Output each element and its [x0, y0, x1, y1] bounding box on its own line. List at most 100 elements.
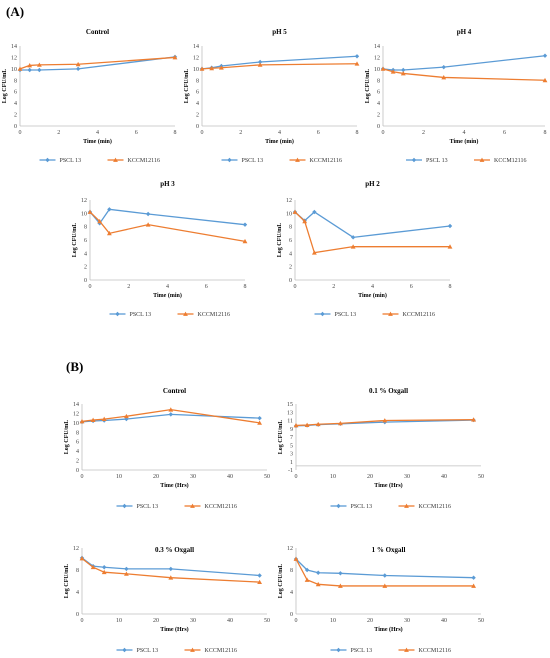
legend-marker: [183, 311, 188, 316]
legend-marker: [113, 157, 118, 162]
y-tick-label: 0: [76, 468, 79, 474]
data-point: [311, 250, 317, 255]
data-point: [471, 583, 476, 588]
chart-0: Control 0 2 4 6 8 10 12 14 0 2 4 6 8 Time (min) Log CFU…: [2, 28, 178, 164]
y-axis-label: Log CFU/mL: [278, 564, 284, 599]
data-point: [315, 581, 321, 587]
data-point: [102, 565, 107, 570]
y-tick-label: 7: [290, 435, 293, 441]
legend-label: KCCM12116: [128, 158, 160, 164]
y-tick-label: 4: [290, 590, 293, 596]
data-point: [90, 564, 96, 570]
legend-label: KCCM12116: [198, 312, 230, 318]
x-axis-label: Time (Hrs): [160, 626, 188, 633]
data-point: [242, 222, 248, 227]
y-axis-label: Log CFU/mL: [278, 420, 284, 455]
data-point: [315, 421, 321, 427]
chart-title: pH 5: [272, 28, 287, 36]
data-point: [257, 62, 263, 67]
x-tick-label: 0: [81, 474, 84, 480]
x-tick-label: 2: [422, 130, 425, 136]
y-tick-label: -1: [288, 468, 293, 474]
x-axis-label: Time (min): [83, 138, 112, 145]
legend-label: KCCM12116: [310, 158, 342, 164]
legend-label: KCCM12116: [403, 312, 435, 318]
y-tick-label: 2: [84, 265, 87, 271]
series-line-kccm12116: [294, 211, 450, 254]
data-point: [354, 54, 360, 59]
data-point: [257, 420, 262, 425]
x-tick-label: 0: [81, 618, 84, 624]
data-point: [293, 423, 299, 428]
y-tick-label: 14: [193, 44, 199, 50]
y-tick-label: 15: [287, 402, 293, 408]
legend-label: PSCL 13: [351, 504, 373, 510]
chart-title: pH 2: [365, 180, 380, 188]
chart-7: 0.3 % Oxgall 0 4 8 12 0 10 20 30 40 50 Time (Hrs) Lo…: [64, 546, 270, 654]
y-tick-label: 12: [73, 411, 79, 417]
legend-label: PSCL 13: [351, 648, 373, 654]
data-point: [447, 223, 453, 229]
data-point: [471, 575, 476, 580]
x-tick-label: 8: [356, 130, 359, 136]
data-point: [124, 413, 129, 419]
y-tick-label: 12: [286, 198, 292, 204]
y-tick-label: 8: [76, 568, 79, 574]
y-tick-label: 13: [287, 410, 293, 416]
y-tick-label: 0: [76, 612, 79, 618]
x-tick-label: 40: [441, 618, 447, 624]
x-tick-label: 50: [264, 474, 270, 480]
data-point: [172, 55, 178, 60]
data-point: [168, 412, 173, 417]
series-line-kccm12116: [295, 558, 474, 587]
x-axis-label: Time (min): [450, 138, 479, 145]
x-tick-label: 20: [367, 618, 373, 624]
legend-marker: [404, 503, 409, 508]
y-tick-label: 6: [196, 90, 199, 96]
legend-label: KCCM12116: [205, 648, 237, 654]
data-point: [257, 573, 262, 578]
data-point: [124, 571, 129, 576]
x-tick-label: 2: [57, 130, 60, 136]
y-axis-label: Log CFU/mL: [64, 564, 70, 599]
data-point: [257, 579, 262, 585]
data-point: [400, 71, 406, 76]
y-tick-label: 8: [290, 568, 293, 574]
data-point: [87, 209, 93, 214]
data-point: [79, 556, 85, 561]
x-axis-label: Time (min): [153, 292, 182, 299]
y-tick-label: 4: [14, 101, 17, 107]
legend-marker: [479, 157, 485, 162]
y-axis-label: Log CFU/mL: [365, 69, 371, 104]
series-line-kccm12116: [19, 56, 176, 70]
data-point: [401, 67, 406, 73]
data-point: [27, 63, 33, 68]
data-point: [27, 67, 32, 73]
y-tick-label: 14: [374, 44, 380, 50]
y-tick-label: 4: [377, 101, 380, 107]
data-point: [304, 567, 310, 573]
x-tick-label: 6: [410, 284, 413, 290]
data-point: [124, 566, 129, 572]
y-tick-label: 10: [374, 67, 380, 73]
x-tick-label: 0: [295, 618, 298, 624]
x-axis-label: Time (Hrs): [160, 482, 188, 489]
data-point: [209, 65, 215, 71]
y-tick-label: 8: [377, 78, 380, 84]
data-point: [447, 244, 453, 249]
data-point: [292, 209, 298, 214]
series-line-kccm12116: [81, 557, 260, 583]
y-tick-label: 14: [11, 44, 17, 50]
series-line-pscl-13: [81, 557, 260, 577]
data-point: [382, 418, 388, 423]
series-line-pscl-13: [89, 208, 246, 226]
y-tick-label: 2: [76, 459, 79, 465]
chart-title: 1 % Oxgall: [372, 546, 406, 554]
legend-label: PSCL 13: [242, 158, 264, 164]
legend-marker: [404, 647, 409, 652]
chart-title: Control: [86, 28, 109, 36]
data-point: [257, 415, 262, 421]
x-tick-label: 40: [227, 474, 233, 480]
data-point: [542, 53, 548, 58]
legend-label: KCCM12116: [494, 158, 526, 164]
